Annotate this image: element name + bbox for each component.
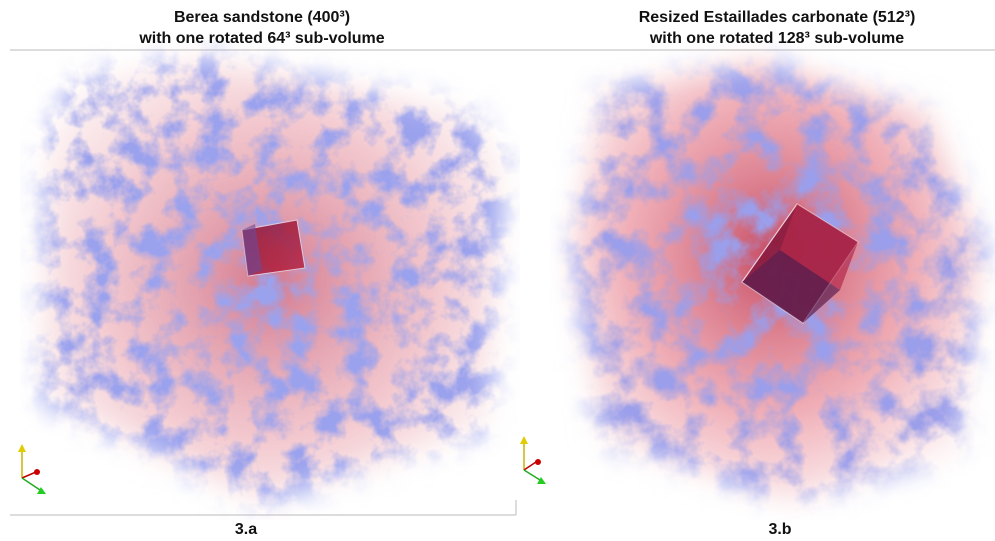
sub-volume — [242, 220, 305, 276]
volume-render — [20, 40, 520, 520]
panel-title: Resized Estaillades carbonate (512³) — [639, 9, 916, 26]
panel-label: 3.b — [768, 521, 791, 538]
panel-title: with one rotated 64³ sub-volume — [138, 30, 384, 47]
panel-title: with one rotated 128³ sub-volume — [649, 30, 904, 47]
panel-title: Berea sandstone (400³) — [174, 9, 350, 26]
panel-label: 3.a — [235, 521, 257, 538]
figure: Berea sandstone (400³) with one rotated … — [0, 0, 995, 541]
axis-triad — [520, 436, 546, 484]
